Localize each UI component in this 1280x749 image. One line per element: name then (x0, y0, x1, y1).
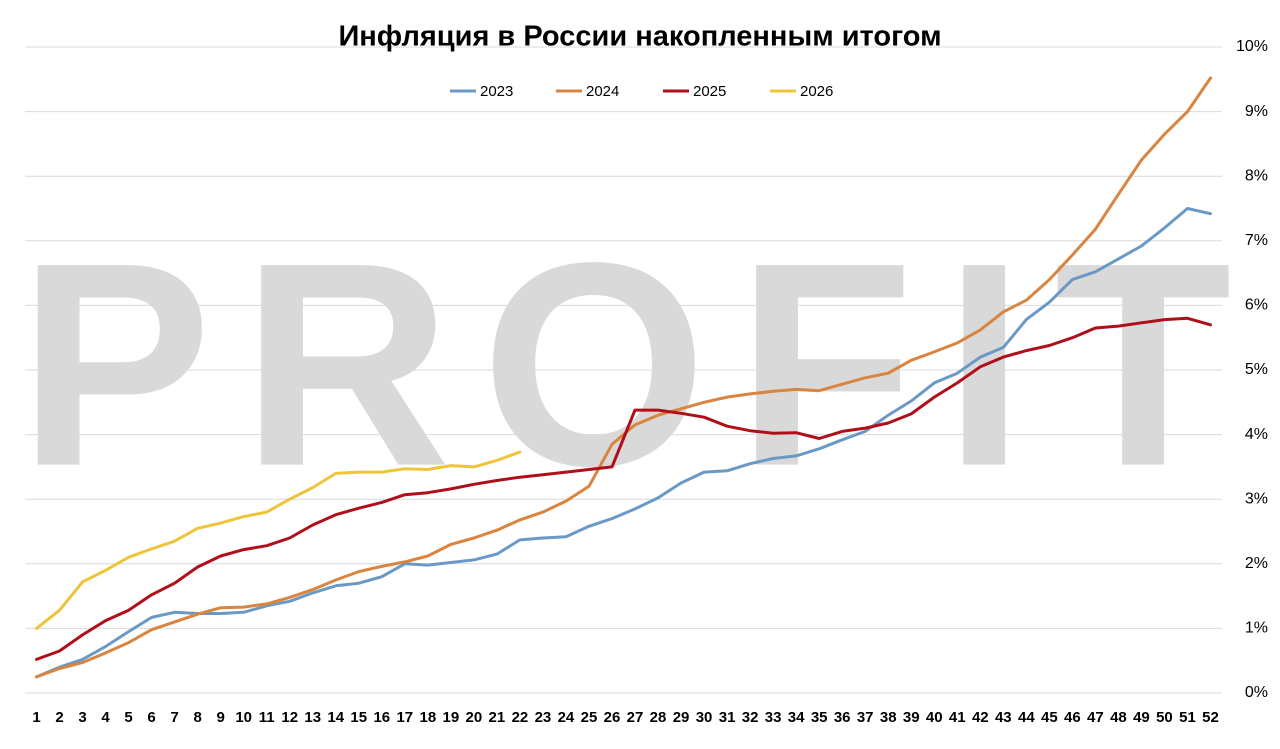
x-tick-label: 2 (55, 709, 63, 726)
x-tick-label: 39 (903, 709, 920, 726)
x-tick-label: 33 (765, 709, 782, 726)
x-tick-label: 37 (857, 709, 874, 726)
y-tick-label: 2% (1245, 555, 1268, 572)
legend-label: 2023 (480, 83, 513, 100)
x-tick-label: 6 (147, 709, 155, 726)
x-tick-label: 42 (972, 709, 989, 726)
x-tick-label: 13 (304, 709, 321, 726)
legend-label: 2026 (800, 83, 833, 100)
x-tick-label: 23 (535, 709, 552, 726)
x-tick-label: 26 (604, 709, 621, 726)
x-tick-label: 9 (216, 709, 224, 726)
x-tick-label: 3 (78, 709, 86, 726)
y-tick-label: 10% (1236, 38, 1268, 55)
series-line (35, 450, 522, 630)
series-line (35, 316, 1212, 661)
x-tick-label: 51 (1179, 709, 1196, 726)
x-tick-label: 16 (373, 709, 390, 726)
legend-label: 2025 (693, 83, 726, 100)
x-tick-label: 43 (995, 709, 1012, 726)
x-tick-label: 38 (880, 709, 897, 726)
x-tick-label: 52 (1202, 709, 1219, 726)
x-tick-label: 4 (101, 709, 110, 726)
y-tick-label: 5% (1245, 361, 1268, 378)
x-tick-label: 1 (32, 709, 40, 726)
y-tick-label: 3% (1245, 490, 1268, 507)
y-tick-label: 0% (1245, 684, 1268, 701)
y-tick-label: 7% (1245, 232, 1268, 249)
x-tick-label: 20 (466, 709, 483, 726)
x-tick-label: 32 (742, 709, 759, 726)
x-tick-label: 27 (627, 709, 644, 726)
x-tick-label: 19 (443, 709, 460, 726)
x-tick-label: 40 (926, 709, 943, 726)
x-tick-label: 10 (235, 709, 252, 726)
x-tick-label: 11 (259, 709, 275, 726)
y-tick-label: 9% (1245, 103, 1268, 120)
x-tick-label: 44 (1018, 709, 1035, 726)
x-tick-label: 49 (1133, 709, 1150, 726)
x-tick-label: 34 (788, 709, 805, 726)
series-line (35, 207, 1212, 679)
x-tick-label: 21 (489, 709, 506, 726)
x-tick-label: 14 (327, 709, 344, 726)
x-tick-label: 28 (650, 709, 667, 726)
y-tick-label: 4% (1245, 426, 1268, 443)
x-tick-label: 48 (1110, 709, 1127, 726)
x-tick-label: 50 (1156, 709, 1173, 726)
x-tick-label: 22 (512, 709, 529, 726)
x-tick-label: 30 (696, 709, 713, 726)
x-tick-label: 36 (834, 709, 851, 726)
x-tick-label: 29 (673, 709, 690, 726)
x-tick-label: 12 (281, 709, 298, 726)
watermark: PROFIT (18, 203, 1261, 527)
x-tick-label: 15 (350, 709, 367, 726)
x-tick-label: 45 (1041, 709, 1058, 726)
x-tick-label: 35 (811, 709, 828, 726)
legend-label: 2024 (586, 83, 619, 100)
x-tick-label: 25 (581, 709, 598, 726)
y-tick-label: 8% (1245, 167, 1268, 184)
x-tick-label: 8 (193, 709, 201, 726)
x-tick-label: 17 (396, 709, 413, 726)
x-tick-label: 46 (1064, 709, 1081, 726)
x-tick-label: 47 (1087, 709, 1104, 726)
x-tick-label: 41 (949, 709, 966, 726)
x-tick-label: 5 (124, 709, 132, 726)
chart-title: Инфляция в России накопленным итогом (338, 21, 941, 53)
y-tick-label: 1% (1245, 620, 1268, 637)
x-tick-label: 7 (170, 709, 178, 726)
x-tick-label: 31 (719, 709, 736, 726)
x-tick-label: 18 (419, 709, 436, 726)
x-tick-label: 24 (558, 709, 575, 726)
y-tick-label: 6% (1245, 297, 1268, 314)
